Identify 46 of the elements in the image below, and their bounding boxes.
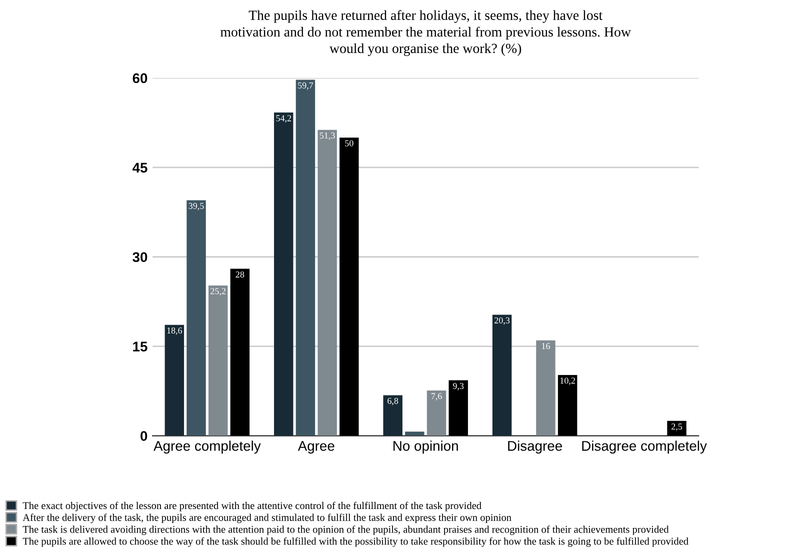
x-tick-label: Agree [298, 441, 334, 454]
bar [383, 395, 402, 436]
bar [318, 130, 337, 436]
bar [230, 268, 250, 436]
bar [448, 380, 468, 436]
bar [208, 285, 228, 436]
y-tick-label: 30 [132, 252, 148, 262]
data-label: 7,6 [431, 393, 442, 400]
bar [667, 420, 686, 436]
data-label: 54,2 [276, 115, 292, 123]
x-tick-label: No opinion [394, 440, 458, 454]
data-label: 16 [542, 343, 550, 350]
bar [536, 340, 556, 436]
data-label: 20,3 [494, 317, 510, 325]
data-label: 50 [345, 140, 354, 146]
data-label: 59,7 [298, 82, 314, 90]
chart-title: The pupils have returned after holidays, it seems, they have lost motivation and do not remember the material from previous lessons. How would you organise the work? (%) [220, 10, 631, 56]
x-tick-label: Disagree completely [582, 440, 707, 454]
data-label: 18,6 [167, 327, 182, 335]
bar [274, 112, 294, 436]
data-label: 51,3 [320, 132, 335, 140]
data-label: 25,2 [210, 288, 226, 296]
data-label: 6,8 [388, 398, 398, 406]
bar [340, 138, 359, 436]
bar [426, 390, 446, 436]
legend-label: The pupils are allowed to choose the way of the task should be fulfilled with the possibility to take responsibility for how the task is going to be fulfilled provided [22, 537, 688, 547]
bar [186, 200, 206, 436]
bar [558, 374, 578, 436]
data-label: 10,2 [560, 378, 575, 385]
y-tick-label: 45 [132, 162, 148, 173]
bar [492, 314, 512, 436]
bar [164, 324, 184, 436]
legend-label: After the delivery of the task, the pupils are encouraged and stimulated to fulfill the task and express their own opinion [22, 514, 512, 524]
legend-label: The task is delivered avoiding directions with the attention paid to the opinion of the pupils, abundant praises and recognition of their achievements provided [22, 526, 669, 535]
bar [296, 80, 316, 436]
legend-label: The exact objectives of the lesson are presented with the attentive control of the fulfillment of the task provided [22, 502, 482, 512]
data-label: 9,3 [453, 382, 464, 390]
x-tick-label: Agree completely [154, 440, 261, 454]
bar [405, 432, 424, 436]
data-label: 39,5 [188, 202, 204, 210]
y-tick-label: 0 [140, 431, 148, 441]
data-label: 2,5 [672, 424, 682, 431]
y-tick-label: 15 [133, 342, 148, 352]
x-tick-label: Disagree [508, 440, 562, 454]
data-label: 28 [236, 271, 244, 278]
y-tick-label: 60 [132, 73, 148, 84]
